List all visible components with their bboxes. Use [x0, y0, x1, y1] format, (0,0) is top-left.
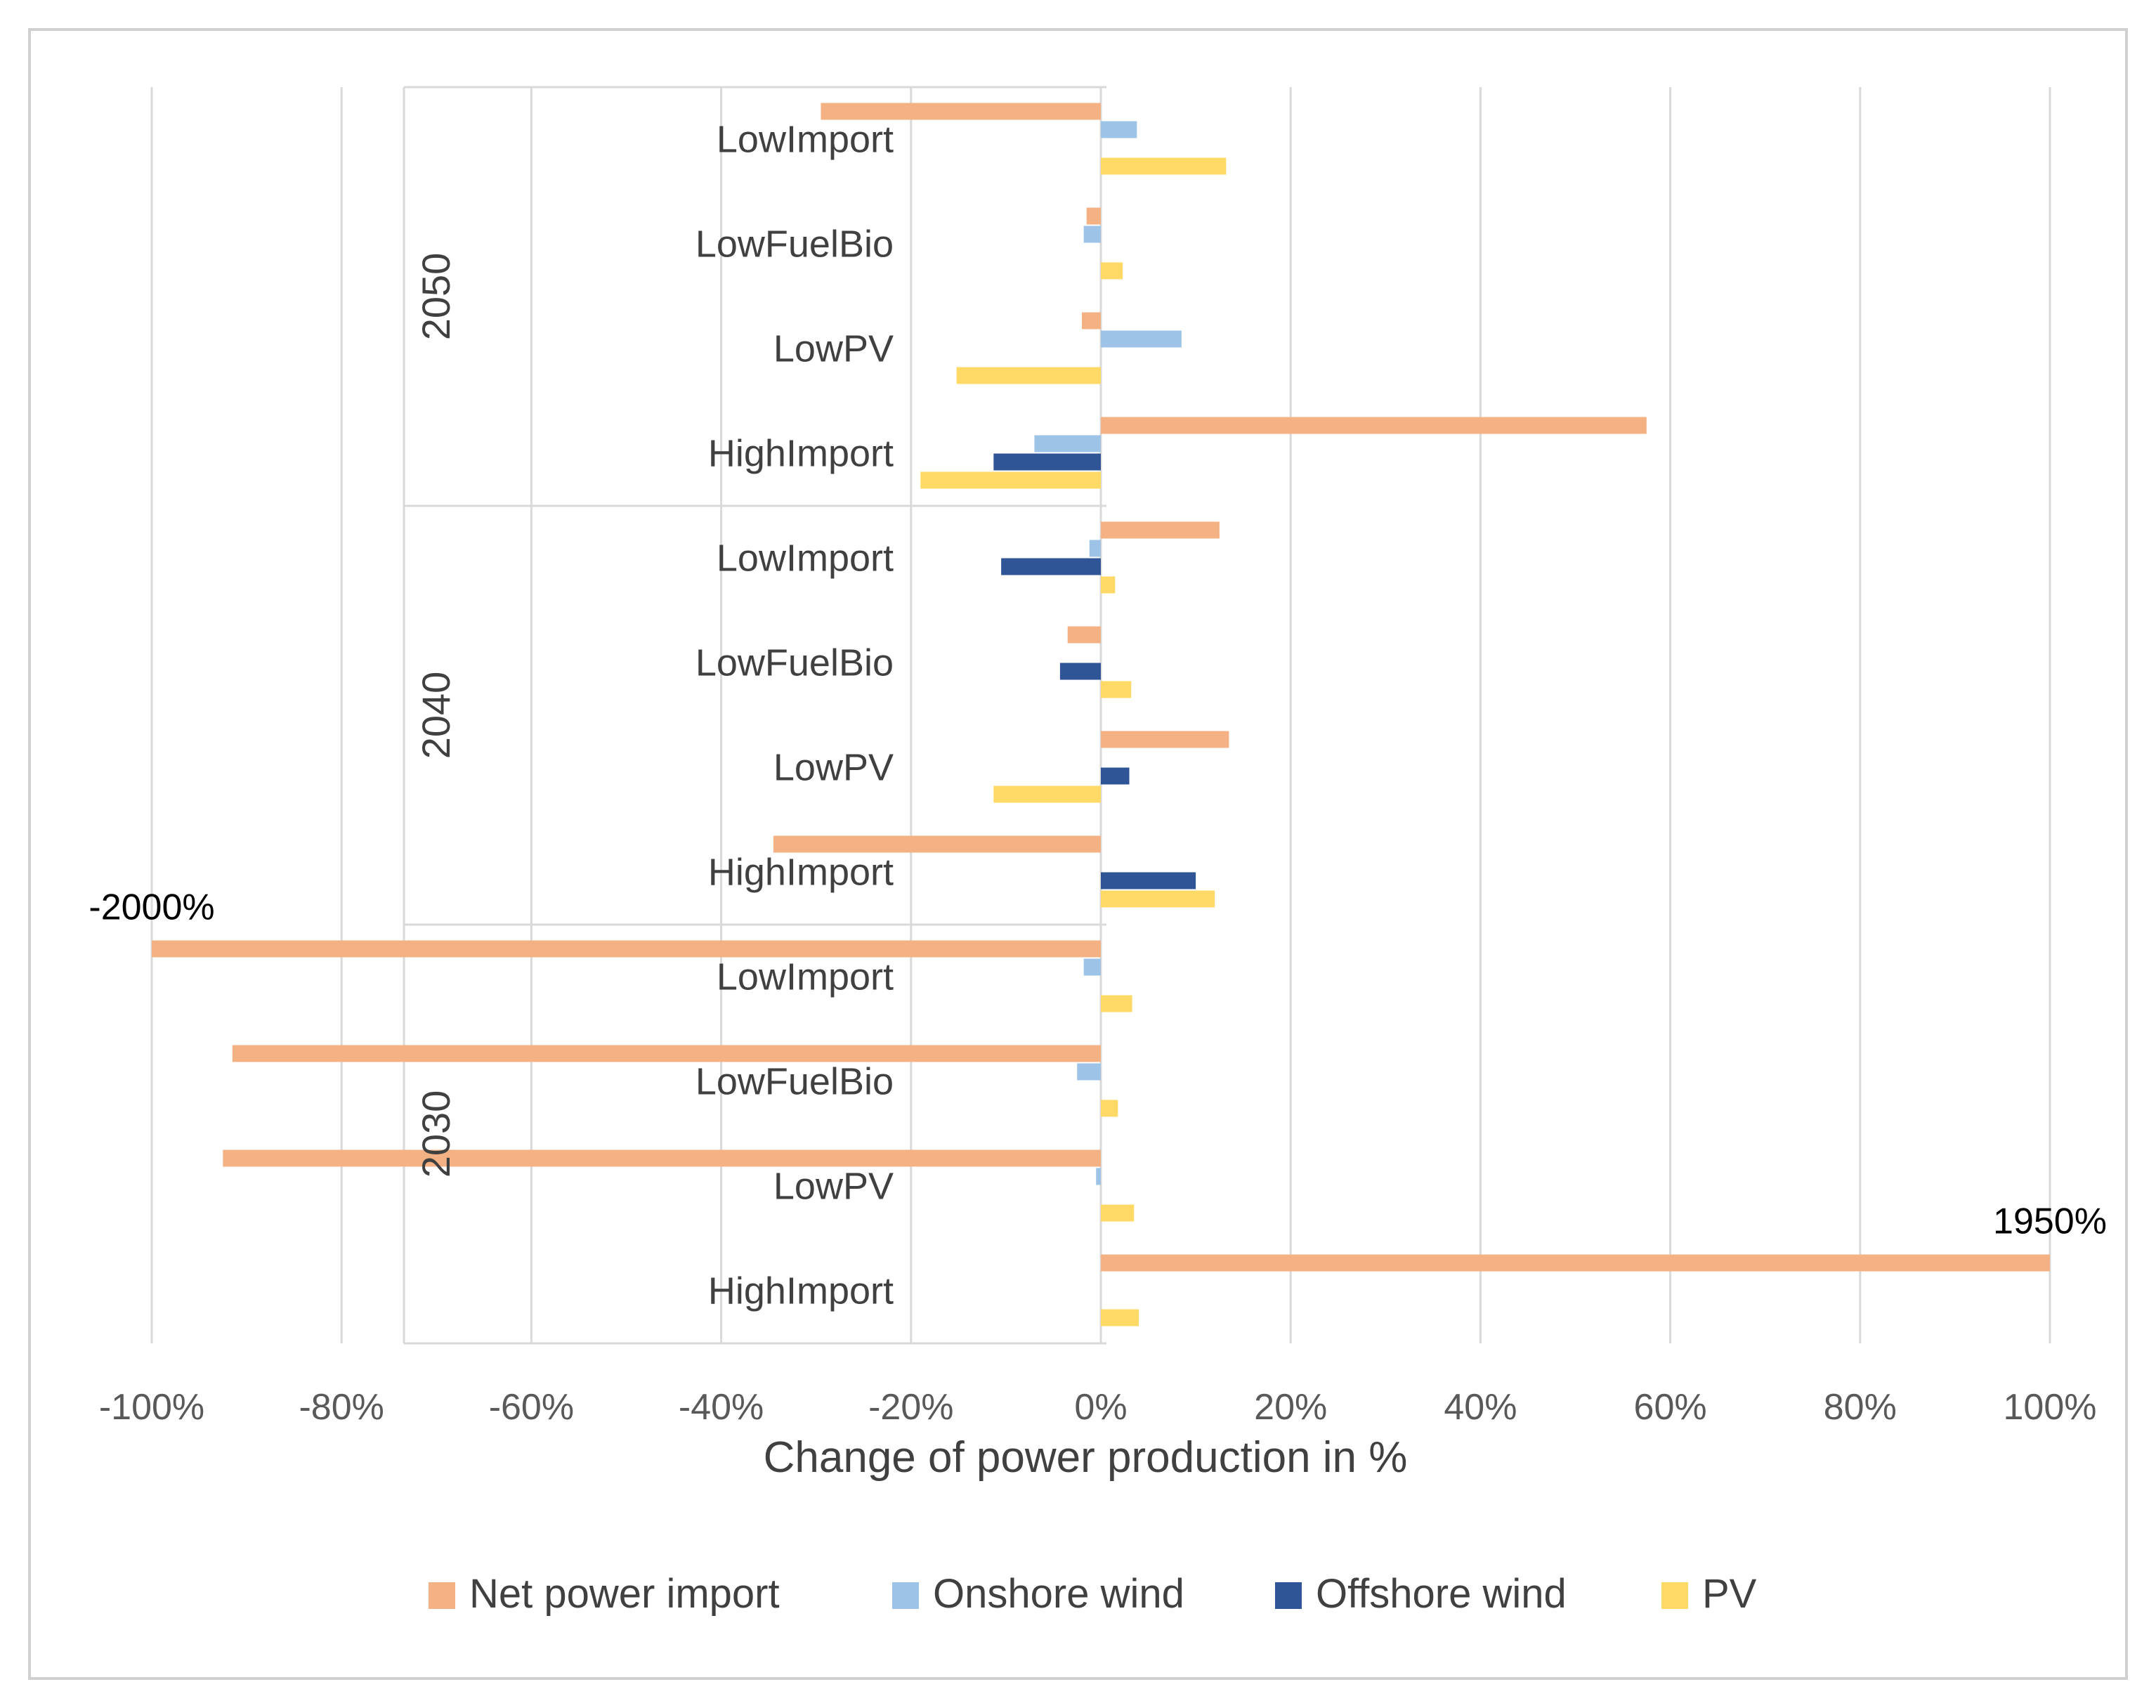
category-label: LowFuelBio — [695, 223, 894, 266]
bar — [920, 471, 1101, 489]
x-tick-label: -80% — [299, 1387, 384, 1428]
bar — [232, 1045, 1102, 1062]
bar — [1101, 995, 1132, 1012]
category-label: LowImport — [717, 537, 894, 580]
bar — [1101, 890, 1215, 908]
category-label: HighImport — [708, 433, 894, 475]
bar — [1086, 207, 1101, 225]
bar — [1096, 1168, 1101, 1185]
x-tick-label: 100% — [2004, 1387, 2097, 1428]
bars — [152, 103, 2050, 1326]
x-tick-label: -20% — [868, 1387, 953, 1428]
legend-label: Net power import — [469, 1571, 780, 1617]
bar — [1083, 226, 1101, 243]
data-annotation: 1950% — [1993, 1201, 2107, 1242]
x-tick-label: -60% — [489, 1387, 574, 1428]
bar — [1077, 1063, 1101, 1081]
gridlines — [150, 87, 2051, 1343]
bar — [1101, 576, 1116, 594]
category-label: LowPV — [773, 1166, 894, 1208]
category-label: HighImport — [708, 1270, 894, 1312]
bar — [1101, 1204, 1135, 1222]
category-label: LowImport — [717, 119, 894, 161]
category-label: HighImport — [708, 852, 894, 894]
bar — [1101, 521, 1220, 539]
x-tick-label: 40% — [1444, 1387, 1517, 1428]
bar — [1101, 872, 1196, 889]
legend-swatch — [892, 1582, 919, 1609]
bar — [1101, 1254, 2050, 1272]
bar — [1101, 681, 1132, 698]
bar — [993, 453, 1101, 471]
category-label: LowPV — [773, 328, 894, 370]
bar — [1101, 262, 1123, 280]
group-label: 2040 — [414, 672, 458, 760]
bar — [1089, 540, 1101, 557]
bar — [1001, 558, 1101, 575]
category-label: LowImport — [717, 956, 894, 998]
bar — [1101, 731, 1229, 748]
x-tick-label: 80% — [1824, 1387, 1897, 1428]
x-tick-label: 60% — [1634, 1387, 1707, 1428]
x-axis-title: Change of power production in % — [764, 1433, 1408, 1482]
legend-label: Onshore wind — [933, 1571, 1184, 1617]
category-label: LowPV — [773, 747, 894, 789]
x-tick-label: -40% — [679, 1387, 764, 1428]
category-label: LowFuelBio — [695, 1061, 894, 1103]
bar — [956, 367, 1101, 384]
legend-swatch — [1275, 1582, 1302, 1609]
category-axis — [403, 86, 1106, 1345]
bar — [1101, 157, 1227, 175]
bar — [152, 940, 1101, 958]
labels: -100% -80% -60% -40% -20% 0% 20% 40% 60% 80% 100% 2… — [89, 119, 2107, 1428]
x-tick-label: -100% — [99, 1387, 204, 1428]
group-label: 2050 — [414, 253, 458, 341]
bar — [993, 785, 1101, 803]
x-tick-label: 0% — [1074, 1387, 1127, 1428]
legend-swatch — [1661, 1582, 1688, 1609]
bar — [1067, 626, 1101, 644]
bar — [1101, 330, 1182, 348]
chart-border — [28, 28, 2128, 1680]
legend-label: Offshore wind — [1316, 1571, 1567, 1617]
category-label: LowFuelBio — [695, 642, 894, 684]
group-label: 2030 — [414, 1090, 458, 1178]
bar — [821, 103, 1101, 120]
legend: Net power import Onshore wind Offshore win… — [429, 1571, 1757, 1617]
bar — [1101, 1100, 1118, 1117]
legend-swatch — [429, 1582, 455, 1609]
legend-label: PV — [1702, 1571, 1757, 1617]
bar — [223, 1149, 1102, 1167]
bar — [1083, 958, 1101, 976]
bar — [1034, 435, 1101, 452]
bar — [1101, 1309, 1139, 1326]
bar — [1101, 417, 1647, 434]
bar — [773, 835, 1101, 853]
bar — [1101, 767, 1130, 785]
bar — [1081, 312, 1101, 330]
x-tick-label: 20% — [1254, 1387, 1327, 1428]
bar — [1101, 121, 1137, 138]
data-annotation: -2000% — [89, 887, 214, 928]
bar — [1059, 663, 1101, 680]
